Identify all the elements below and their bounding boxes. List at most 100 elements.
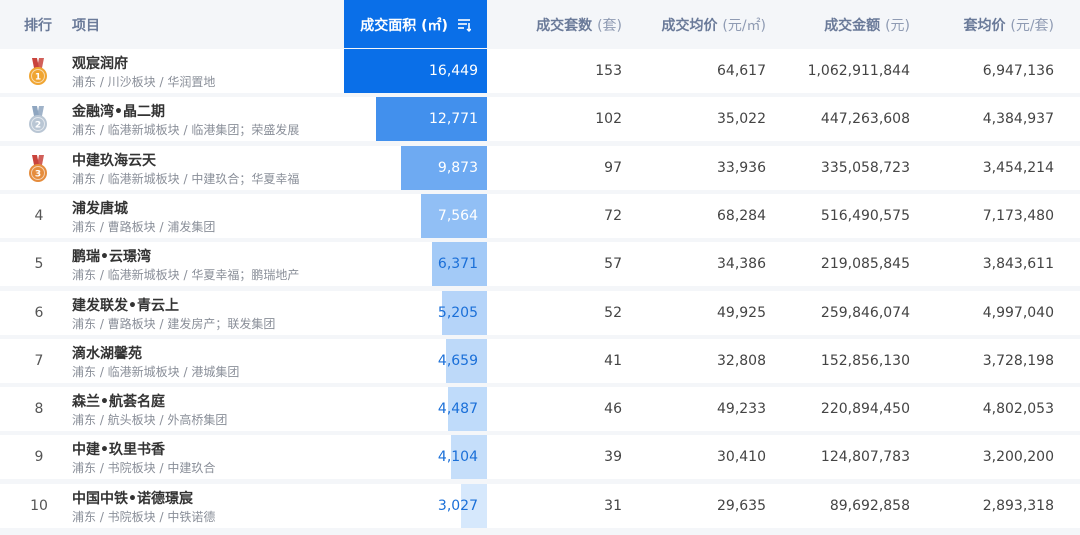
amount-value: 1,062,911,844 — [807, 63, 910, 79]
header-area-sorted[interactable]: 成交面积 (㎡) — [344, 0, 487, 48]
table-header: 排行 项目 成交面积 (㎡) 成交套数 (套) 成交均价 (元/㎡) 成交金额 — [0, 0, 1080, 48]
svg-text:1: 1 — [35, 73, 41, 83]
units-value: 39 — [604, 449, 622, 466]
table-row[interactable]: 3 中建玖海云天 浦东 / 临港新城板块 / 中建玖合；华夏幸福 9,873 97 33,… — [0, 145, 1080, 190]
area-value: 5,205 — [437, 304, 478, 321]
table-row[interactable]: 7 滴水湖馨苑 浦东 / 临港新城板块 / 港城集团 4,659 41 32,808 152… — [0, 338, 1080, 383]
header-amount[interactable]: 成交金额 (元) — [824, 0, 910, 48]
rank-number: 10 — [30, 497, 48, 514]
medal-silver-icon: 2 — [27, 106, 49, 134]
units-value: 46 — [604, 401, 622, 418]
header-avg-unit-price-unit: (元/套) — [1010, 18, 1054, 34]
table-row[interactable]: 1 观宸润府 浦东 / 川沙板块 / 华润置地 16,449 153 64,617 1,06… — [0, 49, 1080, 93]
project-name[interactable]: 浦发唐城 — [72, 200, 128, 217]
avg-price-value: 32,808 — [717, 352, 766, 369]
sort-descending-icon[interactable] — [457, 18, 471, 32]
medal-gold-icon: 1 — [27, 58, 49, 86]
avg-unit-price-value: 7,173,480 — [982, 207, 1054, 224]
table-row[interactable]: 8 森兰•航荟名庭 浦东 / 航头板块 / 外高桥集团 4,487 46 49,233 22… — [0, 387, 1080, 432]
project-location: 浦东 / 川沙板块 / 华润置地 — [72, 75, 216, 89]
area-bar — [432, 242, 487, 287]
units-value: 41 — [604, 352, 622, 369]
project-location: 浦东 / 临港新城板块 / 华夏幸福；鹏瑞地产 — [72, 268, 300, 283]
project-location: 浦东 / 曹路板块 / 浦发集团 — [72, 219, 216, 234]
project-location: 浦东 / 临港新城板块 / 港城集团 — [72, 364, 240, 379]
header-area-label: 成交面积 — [360, 18, 417, 34]
medal-bronze-icon: 3 — [27, 154, 49, 183]
header-area-unit: (㎡) — [421, 18, 448, 34]
table-row[interactable]: 4 浦发唐城 浦东 / 曹路板块 / 浦发集团 7,564 72 68,284 516,49… — [0, 193, 1080, 238]
table-row[interactable]: 5 鹏瑞•云璟湾 浦东 / 临港新城板块 / 华夏幸福；鹏瑞地产 6,371 57 34,… — [0, 242, 1080, 287]
area-value: 4,659 — [437, 352, 478, 369]
header-units-unit: (套) — [597, 18, 622, 34]
amount-value: 219,085,845 — [820, 256, 910, 273]
project-location: 浦东 / 曹路板块 / 建发房产；联发集团 — [72, 316, 276, 331]
amount-value: 516,490,575 — [820, 207, 910, 224]
rank-number: 8 — [34, 401, 44, 418]
header-avg-price-label: 成交均价 — [661, 18, 718, 34]
avg-unit-price-value: 3,454,214 — [982, 159, 1054, 176]
amount-value: 259,846,074 — [820, 304, 910, 321]
avg-unit-price-value: 6,947,136 — [982, 63, 1054, 79]
avg-price-value: 29,635 — [717, 497, 766, 514]
header-avg-price-unit: (元/㎡) — [722, 18, 766, 34]
project-location: 浦东 / 航头板块 / 外高桥集团 — [72, 413, 228, 428]
area-bar — [451, 435, 487, 480]
area-bar — [461, 483, 487, 528]
area-value: 3,027 — [437, 497, 478, 514]
area-value: 4,487 — [437, 401, 478, 418]
area-value: 6,371 — [437, 256, 478, 273]
rank-number: 9 — [34, 449, 44, 466]
header-rank[interactable]: 排行 — [24, 0, 52, 48]
table-row[interactable]: 2 金融湾•晶二期 浦东 / 临港新城板块 / 临港集团；荣盛发展 12,771 102… — [0, 97, 1080, 142]
table-row[interactable]: 9 中建•玖里书香 浦东 / 书院板块 / 中建玖合 4,104 39 30,410 124… — [0, 435, 1080, 480]
avg-unit-price-value: 2,893,318 — [982, 497, 1054, 514]
header-project-label: 项目 — [72, 18, 100, 34]
avg-price-value: 49,925 — [717, 304, 766, 321]
amount-value: 335,058,723 — [820, 159, 910, 176]
project-name[interactable]: 滴水湖馨苑 — [72, 345, 142, 362]
area-bar — [401, 145, 487, 190]
project-name[interactable]: 建发联发•青云上 — [72, 297, 179, 314]
header-avg-unit-price-label: 套均价 — [963, 18, 1006, 34]
units-value: 153 — [595, 63, 622, 79]
rank-number: 6 — [34, 304, 44, 321]
avg-price-value: 68,284 — [717, 207, 766, 224]
area-value: 16,449 — [429, 63, 478, 79]
project-name[interactable]: 中建•玖里书香 — [72, 442, 165, 459]
avg-unit-price-value: 4,384,937 — [982, 111, 1054, 128]
project-name[interactable]: 观宸润府 — [72, 56, 128, 72]
project-name[interactable]: 森兰•航荟名庭 — [72, 394, 165, 411]
header-amount-unit: (元) — [885, 18, 910, 34]
project-name[interactable]: 金融湾•晶二期 — [72, 104, 165, 121]
rank-number: 4 — [34, 207, 44, 224]
area-value: 7,564 — [437, 207, 478, 224]
amount-value: 89,692,858 — [829, 497, 910, 514]
header-avg-unit-price[interactable]: 套均价 (元/套) — [963, 0, 1054, 48]
project-name[interactable]: 中建玖海云天 — [72, 152, 156, 169]
amount-value: 124,807,783 — [820, 449, 910, 466]
header-project[interactable]: 项目 — [72, 0, 100, 48]
avg-price-value: 34,386 — [717, 256, 766, 273]
units-value: 52 — [604, 304, 622, 321]
units-value: 31 — [604, 497, 622, 514]
header-units-label: 成交套数 — [536, 18, 593, 34]
header-avg-price[interactable]: 成交均价 (元/㎡) — [661, 0, 766, 48]
avg-unit-price-value: 3,843,611 — [982, 256, 1054, 273]
table-row[interactable]: 6 建发联发•青云上浦东 / 曹路板块 / 建发房产；联发集团 5,205 52 49,… — [0, 290, 1080, 335]
project-location: 浦东 / 临港新城板块 / 临港集团；荣盛发展 — [72, 123, 300, 138]
area-bar — [442, 290, 487, 335]
avg-unit-price-value: 4,997,040 — [982, 304, 1054, 321]
avg-price-value: 35,022 — [717, 111, 766, 128]
area-bar — [376, 97, 487, 142]
amount-value: 447,263,608 — [820, 111, 910, 128]
rank-number: 7 — [34, 352, 44, 369]
amount-value: 220,894,450 — [820, 401, 910, 418]
units-value: 102 — [595, 111, 622, 128]
avg-unit-price-value: 3,200,200 — [982, 449, 1054, 466]
project-name[interactable]: 鹏瑞•云璟湾 — [72, 249, 151, 266]
header-units[interactable]: 成交套数 (套) — [536, 0, 622, 48]
project-name[interactable]: 中国中铁•诺德璟宸 — [72, 490, 193, 507]
project-location: 浦东 / 临港新城板块 / 中建玖合；华夏幸福 — [72, 171, 300, 186]
table-row[interactable]: 10 中国中铁•诺德璟宸 浦东 / 书院板块 / 中铁诺德 3,027 31 29,635… — [0, 483, 1080, 528]
